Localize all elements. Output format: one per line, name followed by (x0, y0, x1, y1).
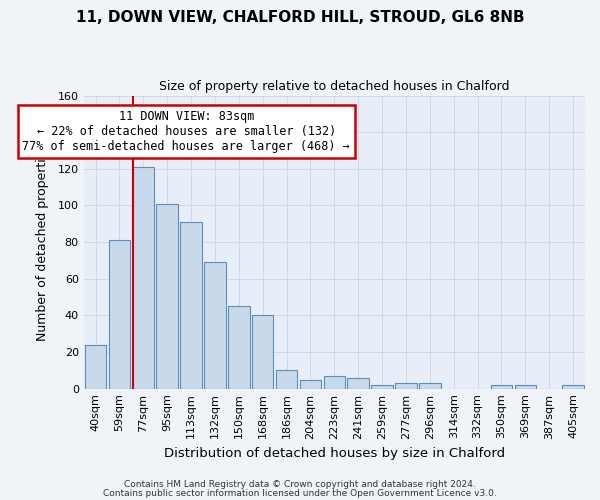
X-axis label: Distribution of detached houses by size in Chalford: Distribution of detached houses by size … (164, 447, 505, 460)
Text: Contains HM Land Registry data © Crown copyright and database right 2024.: Contains HM Land Registry data © Crown c… (124, 480, 476, 489)
Bar (204, 262, 226, 388)
Bar (85, 344, 106, 389)
Bar (181, 222, 202, 388)
Text: 11, DOWN VIEW, CHALFORD HILL, STROUD, GL6 8NB: 11, DOWN VIEW, CHALFORD HILL, STROUD, GL… (76, 10, 524, 25)
Bar (157, 204, 178, 388)
Bar (109, 240, 130, 388)
Bar (252, 316, 274, 388)
Bar (323, 376, 345, 388)
Bar (347, 378, 369, 388)
Bar (515, 385, 536, 388)
Bar (395, 383, 416, 388)
Bar (133, 167, 154, 388)
Bar (371, 385, 393, 388)
Text: 11 DOWN VIEW: 83sqm
← 22% of detached houses are smaller (132)
77% of semi-detac: 11 DOWN VIEW: 83sqm ← 22% of detached ho… (22, 110, 350, 153)
Text: Contains public sector information licensed under the Open Government Licence v3: Contains public sector information licen… (103, 489, 497, 498)
Title: Size of property relative to detached houses in Chalford: Size of property relative to detached ho… (159, 80, 509, 93)
Bar (300, 380, 321, 388)
Bar (419, 383, 440, 388)
Bar (562, 385, 584, 388)
Bar (491, 385, 512, 388)
Bar (276, 370, 298, 388)
Y-axis label: Number of detached properties: Number of detached properties (37, 144, 49, 340)
Bar (228, 306, 250, 388)
